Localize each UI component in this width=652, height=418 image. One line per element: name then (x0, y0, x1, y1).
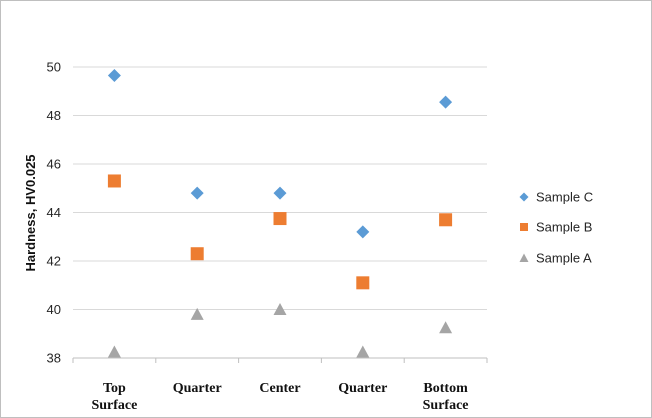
y-tick-label: 44 (47, 205, 61, 220)
legend-entry-sample-a: Sample A (519, 251, 592, 266)
sample-c-point (273, 186, 287, 200)
sample-a-point (107, 345, 121, 358)
x-tick-label: Quarter (338, 381, 387, 396)
x-tick-label: Bottom (423, 381, 468, 396)
x-tick-label: Center (259, 381, 300, 396)
y-tick-label: 42 (47, 254, 61, 269)
x-tick-label: Surface (423, 398, 469, 413)
y-axis-title: Hardness, HV0.025 (23, 154, 38, 271)
x-tick-label: Surface (91, 398, 137, 413)
sample-b-point (356, 276, 370, 290)
axes (72, 357, 488, 363)
sample-b-legend-label: Sample B (536, 220, 592, 235)
sample-c-point (356, 225, 370, 239)
y-tick-label: 40 (47, 302, 61, 317)
sample-b-point (273, 212, 287, 226)
sample-a-point (356, 345, 370, 358)
sample-b-point (107, 174, 121, 188)
x-tick-label: Top (103, 381, 126, 396)
legend-entry-sample-c: Sample C (519, 190, 593, 205)
data-points (107, 68, 453, 358)
sample-a-point (439, 321, 453, 334)
x-tick-labels: Top Surface Quarter Center Quarter Bottom Surf… (91, 381, 468, 413)
sample-c-legend-marker (519, 192, 529, 202)
sample-c-legend-label: Sample C (536, 190, 593, 205)
sample-c-point (107, 68, 121, 82)
sample-b-legend-marker (520, 223, 528, 231)
sample-a-legend-label: Sample A (536, 251, 592, 266)
x-tick-label: Quarter (173, 381, 222, 396)
sample-b-point (190, 247, 204, 261)
y-tick-label: 48 (47, 108, 61, 123)
sample-a-legend-marker (519, 253, 529, 262)
sample-c-point (190, 186, 204, 200)
legend: Sample C Sample B Sample A (519, 190, 593, 266)
y-tick-label: 50 (47, 60, 61, 75)
y-tick-label: 46 (47, 157, 61, 172)
sample-a-point (273, 303, 287, 316)
sample-a-point (190, 307, 204, 320)
y-tick-labels: 38 40 42 44 46 48 50 (47, 60, 61, 366)
y-tick-label: 38 (47, 351, 61, 366)
sample-b-point (439, 213, 453, 227)
legend-entry-sample-b: Sample B (520, 220, 592, 235)
sample-c-point (439, 95, 453, 109)
